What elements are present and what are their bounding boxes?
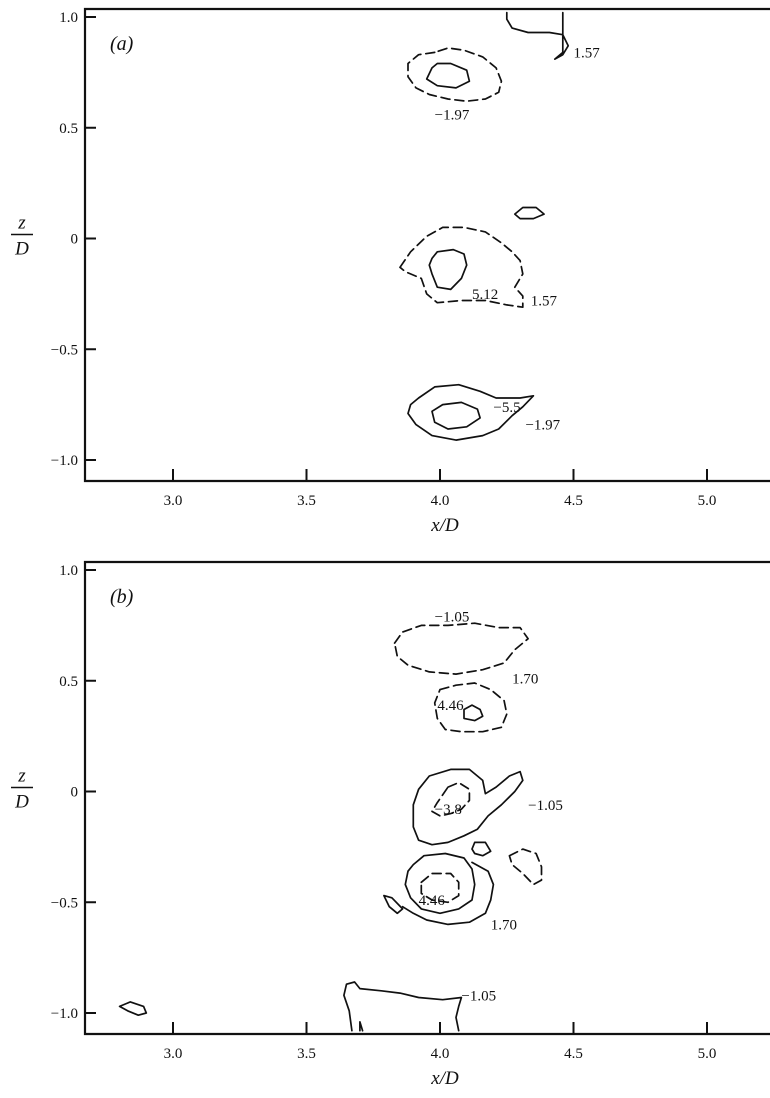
contour-line xyxy=(420,872,460,904)
x-tick-label: 3.0 xyxy=(164,493,183,509)
x-tick-label: 3.5 xyxy=(297,1046,316,1062)
contour-level-label: −1.05 xyxy=(435,610,470,626)
contour-line xyxy=(404,852,476,915)
x-tick-label: 3.5 xyxy=(297,493,316,509)
x-tick-label: 3.0 xyxy=(164,1046,183,1062)
contour-line xyxy=(513,206,545,220)
contour-level-label: 4.46 xyxy=(437,698,464,714)
contour-level-label: 1.57 xyxy=(531,294,558,310)
x-tick-label: 4.0 xyxy=(431,1046,450,1062)
panel-b: 3.0 3.5 4.0 4.5 5.0 1.0 0.5 0 −0.5 −1.0 x/D zD (b) −1… xyxy=(11,560,770,1089)
contour-line xyxy=(407,47,503,103)
contour-level-label: −1.05 xyxy=(461,988,496,1004)
contour-line xyxy=(471,841,492,857)
contour-level-label: 4.46 xyxy=(419,893,446,909)
panel-label: (b) xyxy=(110,586,134,608)
y-tick-label: 0 xyxy=(71,785,79,801)
y-axis-label-denominator: D xyxy=(14,792,29,813)
contour-line xyxy=(508,848,543,886)
x-tick-label: 5.0 xyxy=(698,1046,717,1062)
contour-line xyxy=(463,704,484,722)
contour-line xyxy=(425,62,471,89)
contour-line xyxy=(431,401,481,430)
contour-line xyxy=(433,682,508,733)
contour-line xyxy=(393,622,529,675)
y-tick-label: −0.5 xyxy=(51,895,78,911)
contour-level-label: −1.05 xyxy=(528,798,563,814)
contour-level-label: −1.97 xyxy=(525,418,560,434)
contour-line xyxy=(383,894,404,915)
contour-level-label: −3.8 xyxy=(435,802,462,818)
contour-level-label: 1.70 xyxy=(491,917,517,933)
contour-line xyxy=(431,781,471,817)
axes-frame xyxy=(83,560,770,1036)
x-axis-label: x/D xyxy=(430,515,459,536)
panel-a: 3.0 3.5 4.0 4.5 5.0 1.0 0.5 0 −0.5 −1.0 x/D zD (a) 1.… xyxy=(11,7,770,536)
contour-line xyxy=(428,248,468,291)
contour-level-label: 1.57 xyxy=(574,45,601,61)
x-tick-label: 4.5 xyxy=(564,493,583,509)
contour-line xyxy=(407,383,535,441)
contour-line xyxy=(399,226,524,309)
contour-line xyxy=(505,11,570,60)
x-tick-label: 4.0 xyxy=(431,493,450,509)
contour-level-label: −5.5 xyxy=(493,400,520,416)
y-tick-label: −1.0 xyxy=(51,453,78,469)
y-tick-label: 0.5 xyxy=(59,674,78,690)
contour-line xyxy=(412,768,524,846)
y-tick-label: 0 xyxy=(71,232,79,248)
y-axis-label-numerator: z xyxy=(17,213,26,234)
contour-line xyxy=(343,981,463,1032)
y-tick-label: 1.0 xyxy=(59,563,78,579)
y-tick-label: 0.5 xyxy=(59,121,78,137)
contour-line xyxy=(118,1001,148,1017)
x-tick-label: 4.5 xyxy=(564,1046,583,1062)
panel-label: (a) xyxy=(110,33,134,55)
contour-line xyxy=(359,1021,364,1032)
y-tick-label: 1.0 xyxy=(59,10,78,26)
axes-frame xyxy=(83,7,770,483)
y-axis-label-numerator: z xyxy=(17,766,26,787)
contour-group xyxy=(399,11,570,441)
contour-level-label: 5.12 xyxy=(472,287,498,303)
y-tick-label: −1.0 xyxy=(51,1006,78,1022)
x-tick-label: 5.0 xyxy=(698,493,717,509)
y-axis-label-denominator: D xyxy=(14,239,29,260)
contour-level-label: 1.70 xyxy=(512,672,538,688)
contour-line xyxy=(401,861,495,926)
contour-level-label: −1.97 xyxy=(435,107,470,123)
contour-group xyxy=(118,622,543,1032)
x-axis-label: x/D xyxy=(430,1068,459,1089)
y-tick-label: −0.5 xyxy=(51,342,78,358)
